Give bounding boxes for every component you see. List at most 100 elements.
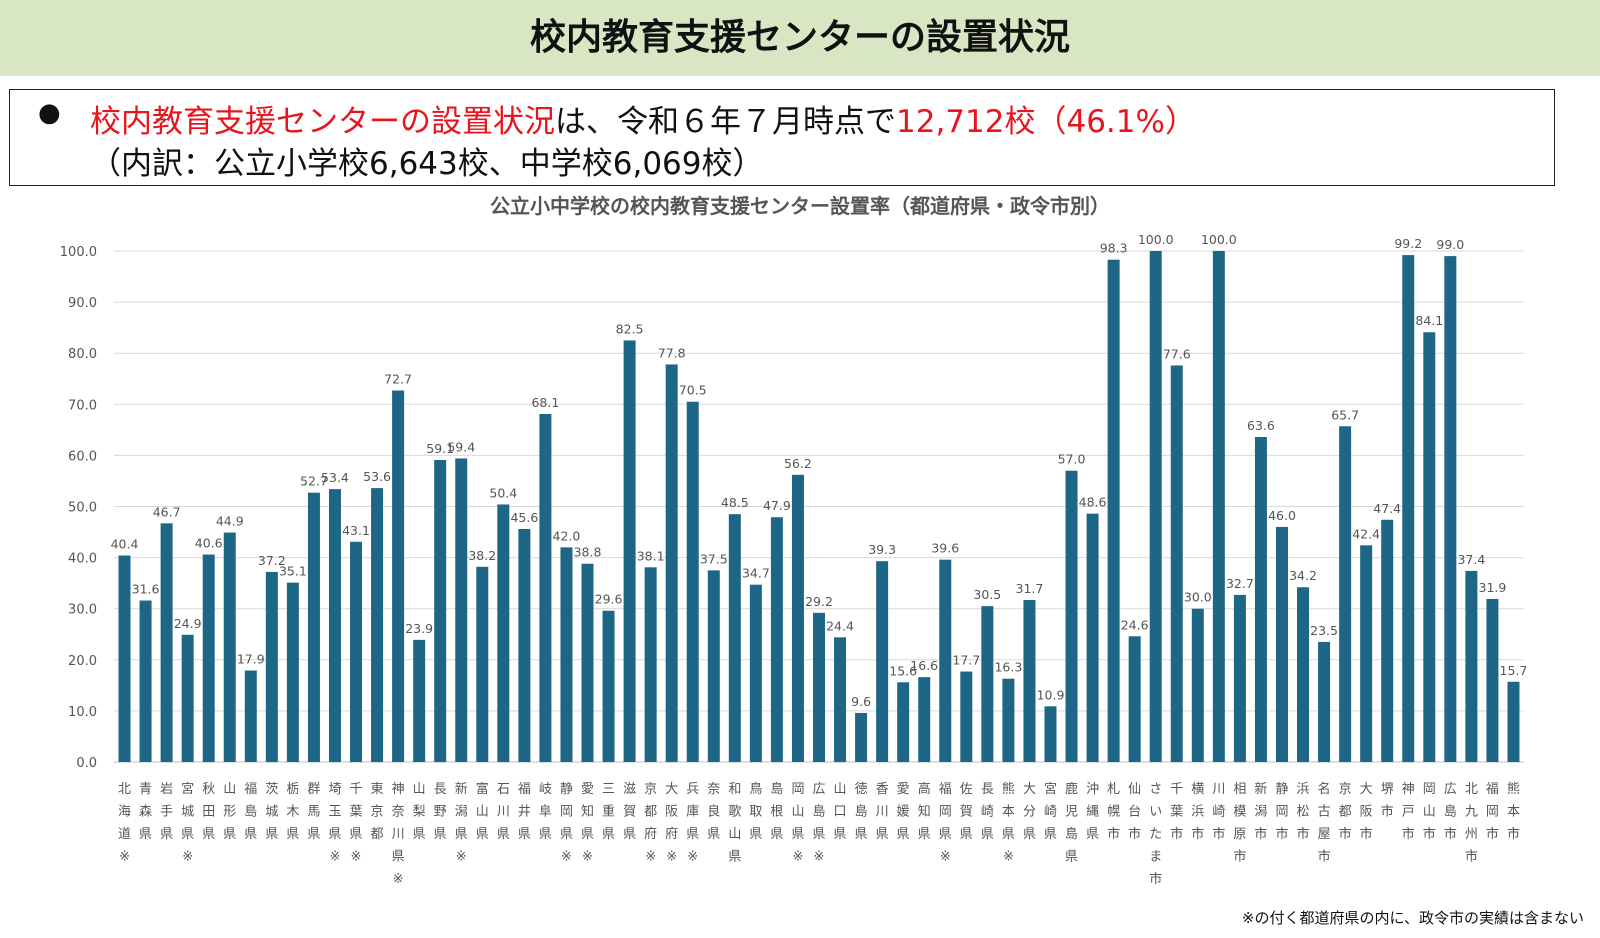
bar [855,712,868,762]
data-label: 39.6 [931,541,959,556]
y-tick-label: 40.0 [68,552,97,567]
data-label: 47.9 [763,498,791,513]
x-tick-label: 栃木県 [286,782,299,842]
summary-box: ● 校内教育支援センターの設置状況は、令和６年７月時点で12,712校（46.1… [9,89,1555,186]
x-tick-label: 滋賀県 [623,782,636,842]
x-tick-label: 愛知県※ [581,782,594,865]
x-tick-label: 佐賀県 [960,782,973,842]
data-label: 15.6 [889,663,917,678]
bar [1444,256,1457,762]
data-label: 63.6 [1247,418,1275,433]
x-tick-label: 岡山市 [1423,782,1436,842]
data-label: 59.1 [426,441,454,456]
bar [392,390,405,762]
x-tick-label: 東京都 [371,781,384,842]
bar [1065,470,1078,762]
bar [1507,681,1520,762]
bar [518,528,531,762]
bullet-icon: ● [38,98,61,128]
x-tick-label: 川崎市 [1212,782,1225,842]
bar [707,570,720,762]
summary-highlight-count: 12,712校（46.1%） [896,104,1196,140]
bar [960,671,973,762]
data-label: 99.0 [1436,237,1464,252]
data-label: 38.2 [468,548,496,563]
bar [1002,678,1015,762]
x-tick-label: 大分県 [1023,782,1036,842]
x-tick-label: 浜松市 [1297,782,1310,842]
bar [770,517,783,762]
bar [1297,587,1310,762]
bar [286,582,299,762]
y-tick-label: 50.0 [68,501,97,516]
y-tick-label: 90.0 [68,296,97,311]
bar [223,532,236,762]
x-tick-label: 新潟市 [1254,781,1267,842]
bar [1212,251,1225,762]
x-tick-label: 京都府※ [644,782,657,865]
y-tick-label: 10.0 [68,705,97,720]
x-tick-label: 神戸市 [1402,782,1415,842]
x-tick-label: 群馬県 [307,782,320,842]
bar [834,637,847,762]
x-tick-label: 相模原市 [1233,782,1246,865]
bar [328,489,341,762]
data-label: 37.2 [258,553,286,568]
data-label: 44.9 [216,514,244,529]
data-label: 31.7 [1016,581,1044,596]
summary-highlight-heading: 校内教育支援センターの設置状況 [90,104,555,140]
data-label: 23.9 [405,621,433,636]
x-tick-label: 山形県 [223,782,236,842]
data-label: 42.0 [553,528,581,543]
y-tick-label: 0.0 [76,756,97,771]
bar [897,682,910,762]
x-tick-label: 沖縄県 [1086,782,1099,842]
x-tick-label: 富山県 [476,781,489,842]
x-tick-label: 堺市 [1381,782,1394,820]
data-label: 16.3 [994,660,1022,675]
data-label: 77.8 [658,345,686,360]
data-label: 32.7 [1226,576,1254,591]
bar [749,584,762,762]
data-label: 98.3 [1100,241,1128,256]
x-tick-label: 広島市 [1444,782,1457,842]
data-label: 65.7 [1331,407,1359,422]
x-tick-label: 熊本市 [1507,781,1520,842]
x-tick-label: 千葉県※ [350,782,363,865]
bar [981,606,994,762]
bar [939,559,952,762]
data-label: 72.7 [384,372,412,387]
x-tick-label: 宮崎県 [1044,781,1057,842]
bar [160,523,173,762]
data-label: 59.4 [447,439,475,454]
x-tick-label: 大阪府※ [665,782,678,865]
data-label: 42.4 [1352,526,1380,541]
bar [1486,598,1499,762]
bar [1044,706,1057,762]
bar [139,600,152,762]
data-label: 30.5 [973,587,1001,602]
bar [813,612,825,762]
x-tick-label: 岐阜県 [539,782,552,842]
bar [1275,526,1288,762]
x-tick-label: 鹿児島県 [1065,781,1078,865]
data-label: 57.0 [1058,452,1086,467]
data-label: 53.6 [363,469,391,484]
data-label: 38.1 [637,548,665,563]
data-label: 31.6 [132,582,160,597]
x-tick-label: 石川県 [497,782,510,842]
bar [455,458,468,762]
data-label: 50.4 [489,485,517,500]
data-label: 40.4 [111,537,139,552]
bar [1360,545,1373,762]
bar [181,634,194,762]
x-tick-label: 長崎県 [981,782,994,842]
data-label: 24.9 [174,616,202,631]
bar [307,492,320,762]
bar [623,340,636,762]
data-label: 82.5 [616,321,644,336]
x-tick-label: 福岡市 [1486,782,1499,842]
x-tick-label: 京都市 [1339,782,1352,842]
bar [876,561,889,762]
